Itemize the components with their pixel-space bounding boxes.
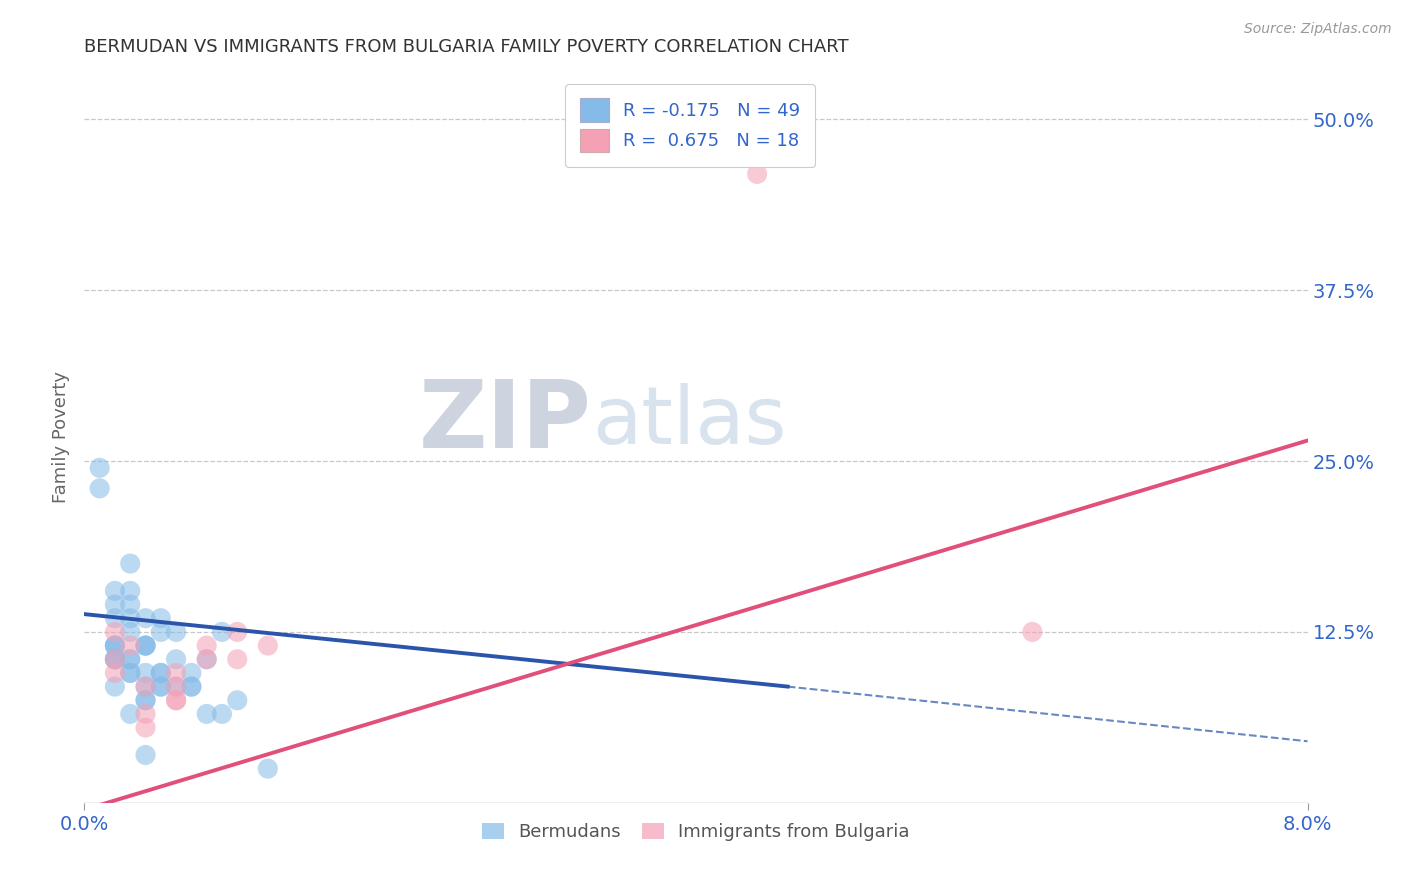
Bermudans [104, 639, 127, 653]
Bermudans [104, 639, 127, 653]
Immigrants from Bulgaria [1021, 624, 1043, 639]
Bermudans [120, 665, 142, 680]
Bermudans [104, 680, 127, 694]
Bermudans [135, 665, 157, 680]
Bermudans [149, 665, 172, 680]
Bermudans [165, 624, 187, 639]
Immigrants from Bulgaria [165, 665, 187, 680]
Bermudans [149, 680, 172, 694]
Immigrants from Bulgaria [257, 639, 280, 653]
Bermudans [180, 680, 202, 694]
Immigrants from Bulgaria [195, 639, 218, 653]
Text: Source: ZipAtlas.com: Source: ZipAtlas.com [1244, 22, 1392, 37]
Immigrants from Bulgaria [135, 680, 157, 694]
Bermudans [180, 680, 202, 694]
Bermudans [135, 680, 157, 694]
Immigrants from Bulgaria [226, 624, 249, 639]
Bermudans [120, 665, 142, 680]
Bermudans [104, 583, 127, 598]
Y-axis label: Family Poverty: Family Poverty [52, 371, 70, 503]
Bermudans [226, 693, 249, 707]
Immigrants from Bulgaria [104, 652, 127, 666]
Bermudans [135, 639, 157, 653]
Bermudans [149, 624, 172, 639]
Bermudans [149, 680, 172, 694]
Immigrants from Bulgaria [165, 693, 187, 707]
Text: ZIP: ZIP [419, 376, 592, 468]
Bermudans [195, 652, 218, 666]
Bermudans [104, 652, 127, 666]
Bermudans [120, 706, 142, 721]
Bermudans [104, 652, 127, 666]
Bermudans [257, 762, 280, 776]
Bermudans [149, 611, 172, 625]
Immigrants from Bulgaria [747, 167, 769, 181]
Immigrants from Bulgaria [165, 693, 187, 707]
Immigrants from Bulgaria [104, 624, 127, 639]
Bermudans [104, 652, 127, 666]
Text: atlas: atlas [592, 384, 786, 461]
Bermudans [135, 747, 157, 762]
Bermudans [120, 611, 142, 625]
Immigrants from Bulgaria [195, 652, 218, 666]
Bermudans [165, 680, 187, 694]
Immigrants from Bulgaria [104, 665, 127, 680]
Bermudans [135, 639, 157, 653]
Bermudans [211, 706, 233, 721]
Text: BERMUDAN VS IMMIGRANTS FROM BULGARIA FAMILY POVERTY CORRELATION CHART: BERMUDAN VS IMMIGRANTS FROM BULGARIA FAM… [84, 38, 849, 56]
Bermudans [120, 652, 142, 666]
Legend: Bermudans, Immigrants from Bulgaria: Bermudans, Immigrants from Bulgaria [475, 816, 917, 848]
Bermudans [104, 598, 127, 612]
Bermudans [135, 611, 157, 625]
Bermudans [135, 639, 157, 653]
Immigrants from Bulgaria [135, 706, 157, 721]
Bermudans [149, 665, 172, 680]
Bermudans [120, 557, 142, 571]
Bermudans [104, 611, 127, 625]
Bermudans [165, 652, 187, 666]
Bermudans [135, 693, 157, 707]
Immigrants from Bulgaria [226, 652, 249, 666]
Bermudans [120, 583, 142, 598]
Bermudans [180, 665, 202, 680]
Bermudans [89, 481, 111, 495]
Bermudans [135, 693, 157, 707]
Bermudans [120, 624, 142, 639]
Immigrants from Bulgaria [165, 680, 187, 694]
Immigrants from Bulgaria [120, 639, 142, 653]
Immigrants from Bulgaria [135, 721, 157, 735]
Bermudans [104, 639, 127, 653]
Bermudans [89, 460, 111, 475]
Bermudans [120, 598, 142, 612]
Bermudans [211, 624, 233, 639]
Bermudans [120, 652, 142, 666]
Bermudans [195, 706, 218, 721]
